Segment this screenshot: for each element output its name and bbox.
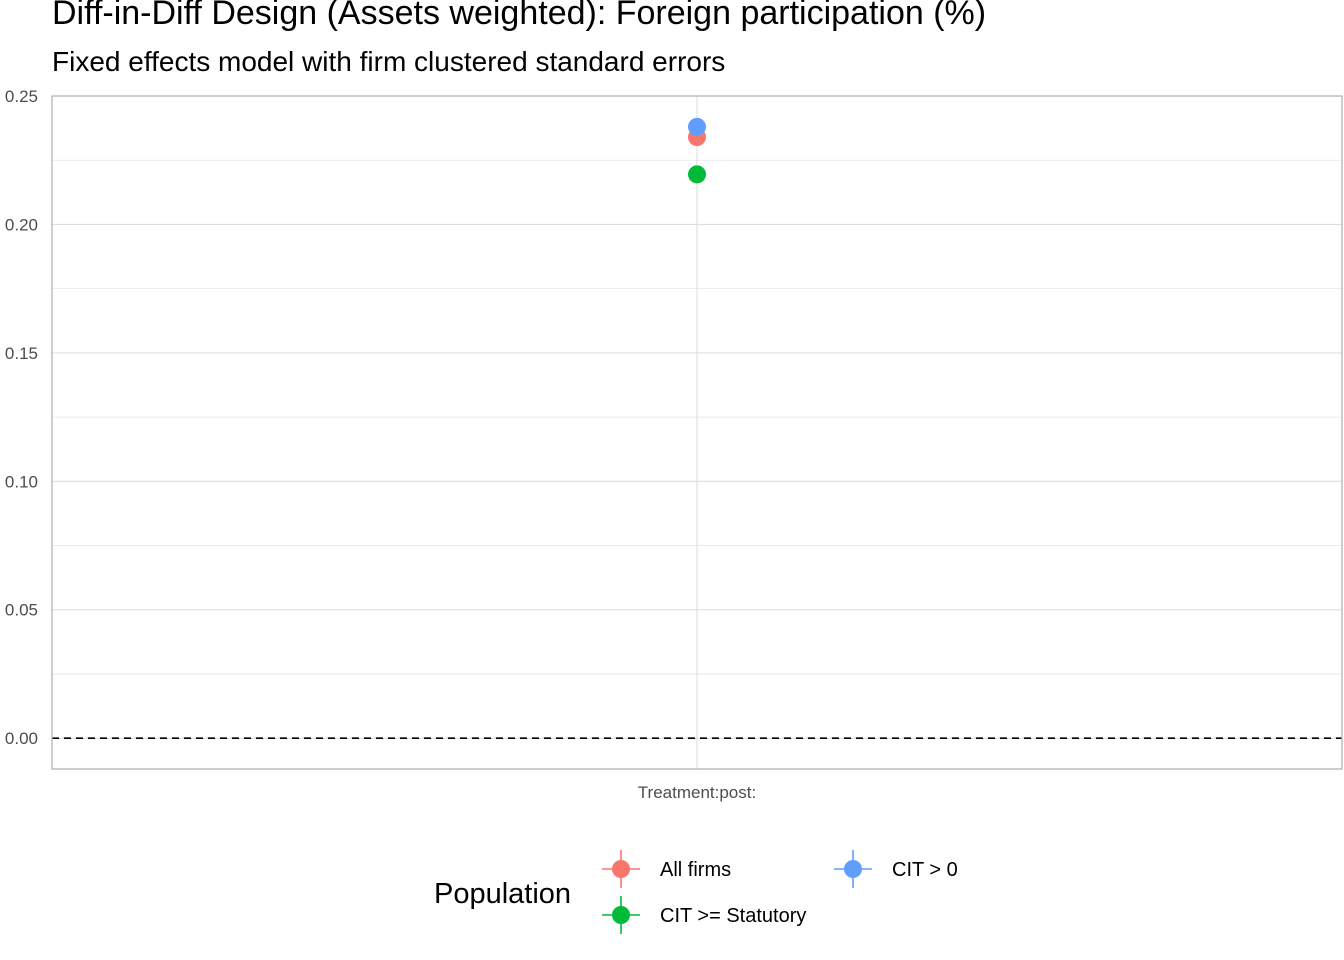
legend-label: CIT > 0 (892, 859, 958, 881)
legend-key-point (612, 860, 630, 878)
y-tick-label: 0.10 (5, 472, 38, 491)
legend-key-point (612, 906, 630, 924)
data-points (688, 117, 706, 184)
chart-subtitle: Fixed effects model with firm clustered … (52, 46, 726, 77)
y-tick-label: 0.00 (5, 729, 38, 748)
y-tick-label: 0.05 (5, 601, 38, 620)
panel-border (51, 95, 1343, 770)
chart-title: Diff-in-Diff Design (Assets weighted): F… (52, 0, 987, 32)
y-tick-label: 0.25 (5, 87, 38, 106)
legend-title: Population (434, 878, 571, 910)
legend-label: CIT >= Statutory (660, 905, 806, 927)
legend-key-point (844, 860, 862, 878)
data-point-cit-0 (688, 117, 706, 136)
y-tick-label: 0.20 (5, 215, 38, 234)
legend-item: All firms (602, 850, 731, 888)
data-point-cit-statutory (688, 165, 706, 184)
legend-item: CIT > 0 (834, 850, 958, 888)
legend-label: All firms (660, 859, 731, 881)
x-tick-label: Treatment:post: (638, 783, 756, 802)
grid-lines (52, 95, 1342, 769)
legend-item: CIT >= Statutory (602, 896, 806, 934)
x-axis-ticks: Treatment:post: (638, 783, 756, 802)
y-axis-ticks: 0.00 0.05 0.10 0.15 0.20 0.25 (5, 87, 38, 748)
legend: Population All firms CIT >= Statutory CIT >… (434, 850, 958, 934)
y-tick-label: 0.15 (5, 344, 38, 363)
